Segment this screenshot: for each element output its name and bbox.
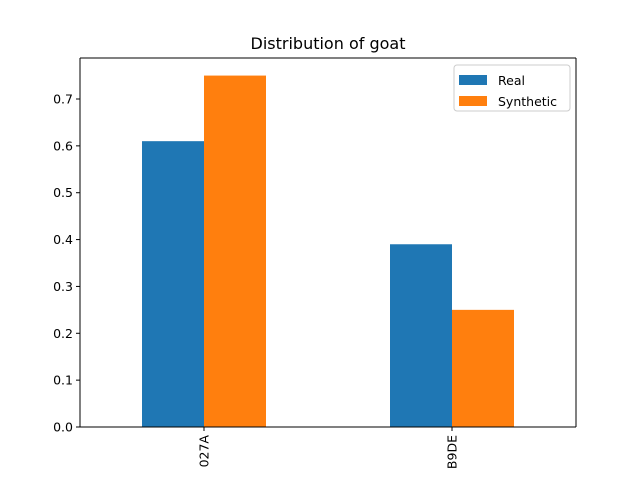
axes-frame bbox=[79, 57, 577, 428]
legend-label-synthetic: Synthetic bbox=[498, 94, 557, 109]
bars-group bbox=[142, 75, 514, 428]
y-tick-label: 0.2 bbox=[53, 326, 73, 341]
y-tick-label: 0.3 bbox=[53, 279, 73, 294]
bar-real-027a bbox=[142, 141, 204, 427]
y-tick-label: 0.1 bbox=[53, 373, 73, 388]
legend: Real Synthetic bbox=[453, 64, 571, 112]
y-tick-label: 0.5 bbox=[53, 185, 73, 200]
legend-swatch-synthetic bbox=[459, 96, 487, 106]
legend-label-real: Real bbox=[498, 73, 525, 88]
y-ticks: 0.0 0.1 0.2 0.3 0.4 0.5 0.6 0.7 bbox=[53, 92, 80, 435]
y-tick-label: 0.0 bbox=[53, 420, 73, 435]
y-tick-label: 0.4 bbox=[53, 232, 73, 247]
bar-synthetic-027a bbox=[204, 75, 266, 428]
y-tick-label: 0.7 bbox=[53, 92, 73, 107]
x-tick-label: B9DE bbox=[445, 435, 460, 469]
bar-real-b9de bbox=[390, 244, 452, 427]
plot-area: 0.0 0.1 0.2 0.3 0.4 0.5 0.6 0.7 027A B9DE Real Synt… bbox=[53, 57, 577, 469]
legend-swatch-real bbox=[459, 75, 487, 85]
y-tick-label: 0.6 bbox=[53, 138, 73, 153]
x-tick-label: 027A bbox=[197, 435, 212, 468]
chart-title: Distribution of goat bbox=[251, 34, 406, 53]
bar-synthetic-b9de bbox=[452, 309, 514, 427]
x-ticks: 027A B9DE bbox=[197, 427, 460, 469]
